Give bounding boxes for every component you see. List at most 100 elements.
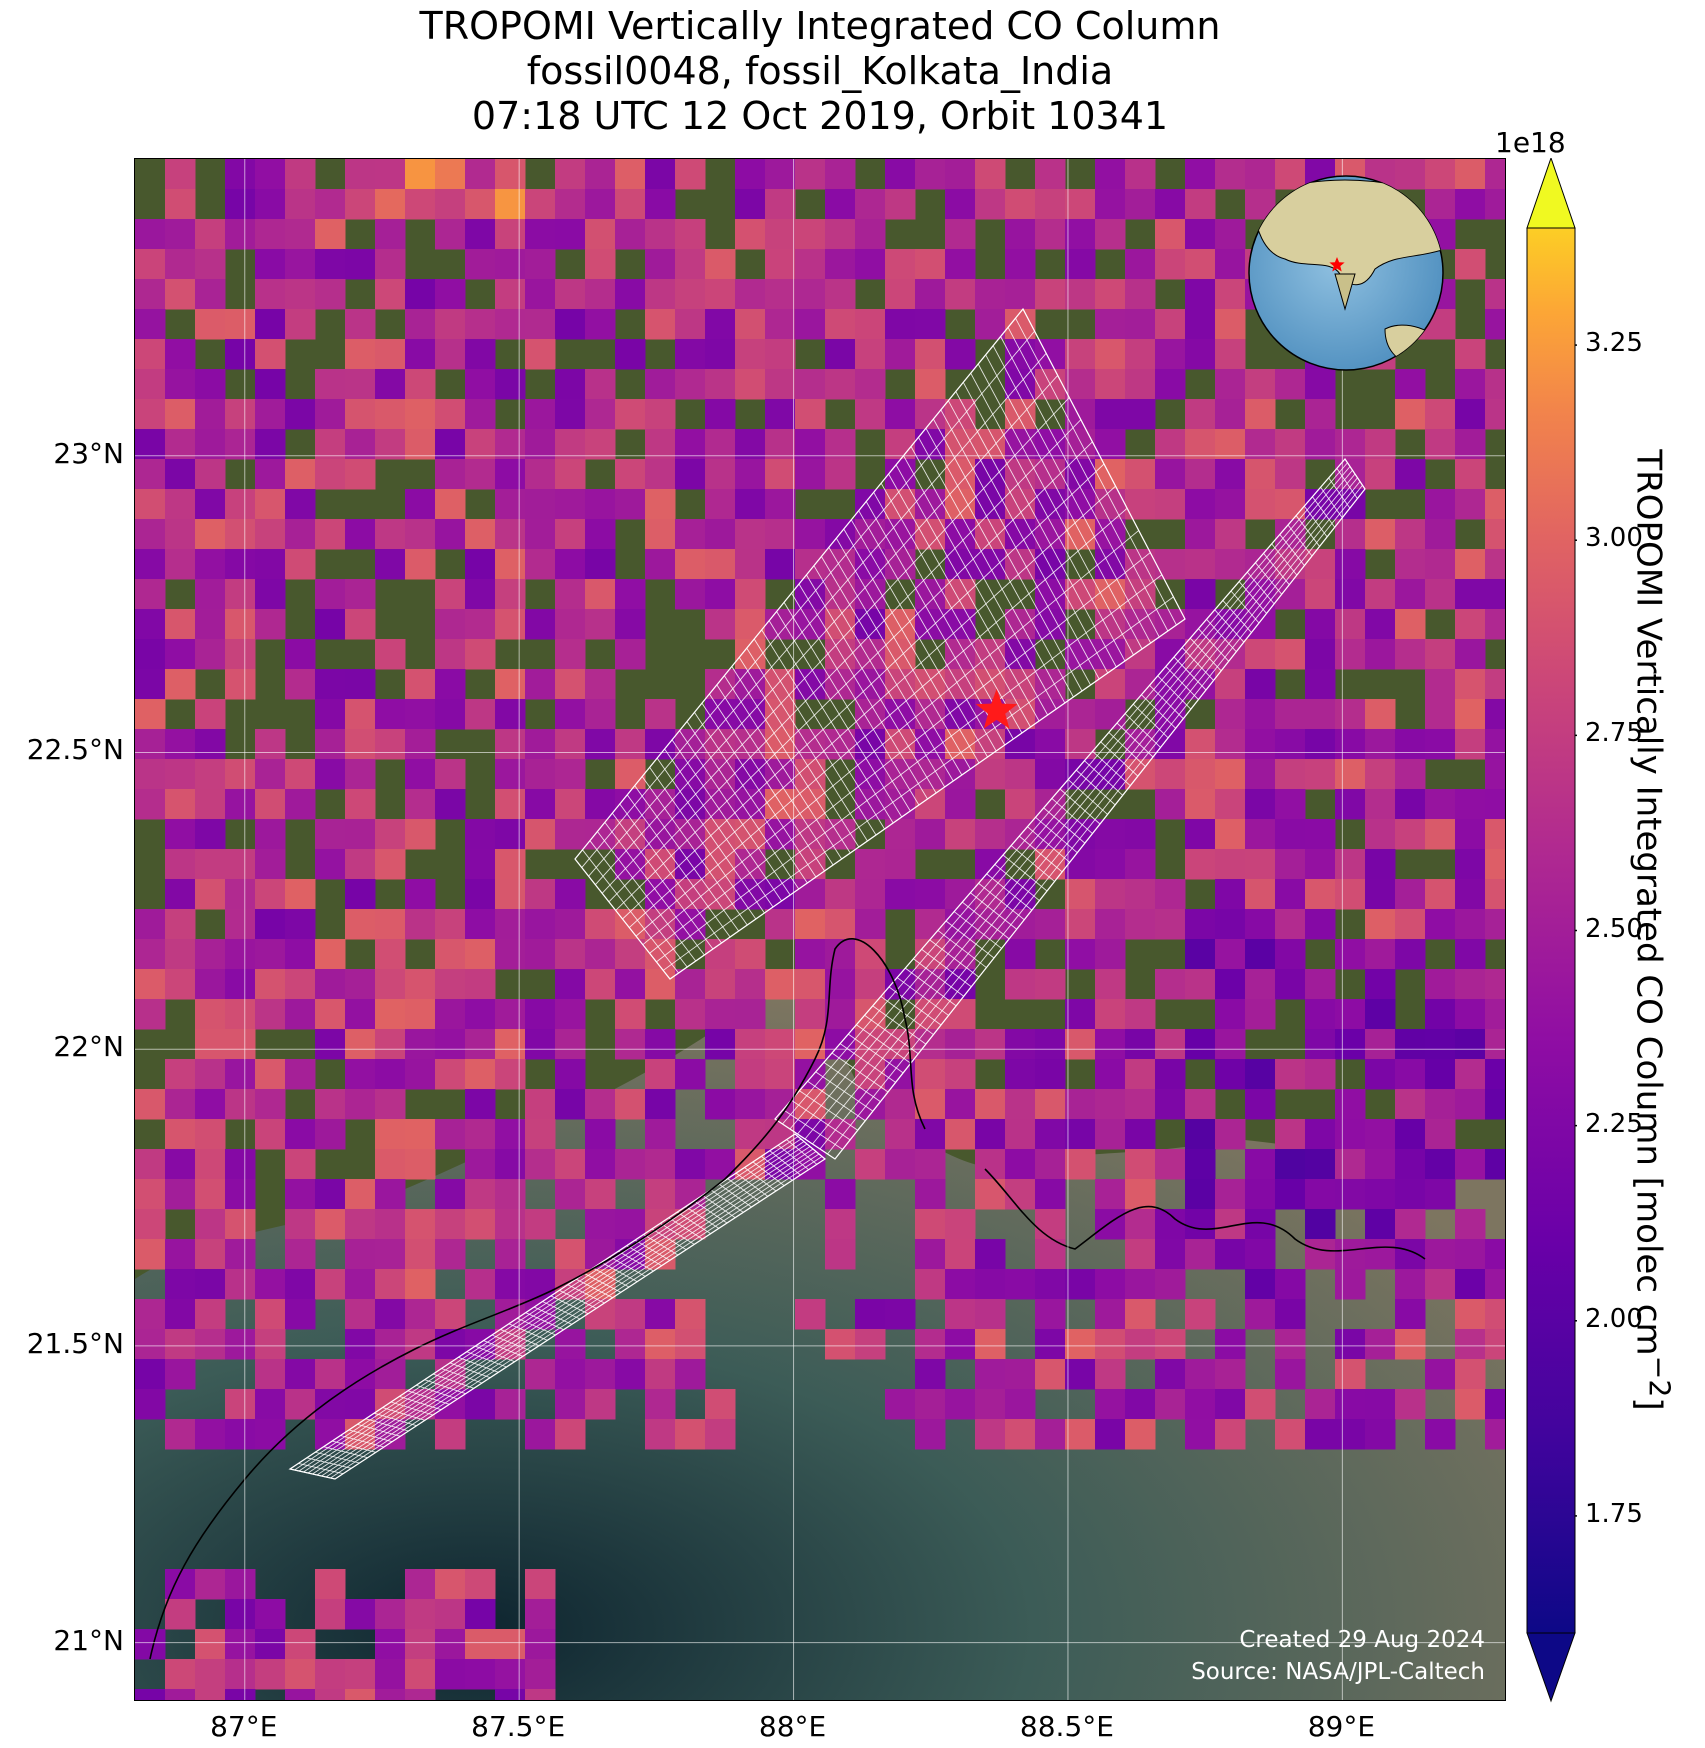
co-pixel [525, 549, 556, 580]
co-pixel [1245, 1179, 1276, 1210]
co-pixel [1275, 459, 1306, 490]
co-pixel [345, 759, 376, 790]
co-pixel [1065, 1029, 1096, 1060]
co-pixel [195, 1239, 226, 1270]
co-pixel [1095, 1389, 1126, 1420]
co-pixel [585, 399, 616, 430]
co-pixel [1455, 999, 1486, 1030]
co-pixel [405, 1209, 436, 1240]
co-pixel [945, 519, 976, 550]
co-pixel [1335, 729, 1366, 760]
co-pixel [1455, 429, 1486, 460]
swath-line [1116, 722, 1154, 758]
co-pixel [555, 1179, 586, 1210]
co-pixel [165, 189, 196, 220]
co-pixel [1395, 819, 1426, 850]
co-pixel [1455, 579, 1486, 610]
co-pixel [1185, 1209, 1216, 1240]
co-pixel [1425, 639, 1456, 670]
co-pixel [1065, 279, 1096, 310]
co-pixel [525, 1149, 556, 1180]
co-pixel [285, 1149, 316, 1180]
swath-line [365, 1418, 409, 1432]
co-pixel [1065, 879, 1096, 910]
swath-line [903, 455, 1049, 716]
co-pixel [1185, 399, 1216, 430]
co-pixel [705, 729, 736, 760]
co-pixel [1125, 249, 1156, 280]
co-pixel [165, 249, 196, 280]
co-pixel [1485, 699, 1505, 730]
co-pixel [1275, 369, 1306, 400]
co-pixel [765, 309, 796, 340]
co-pixel [1215, 159, 1246, 190]
co-pixel [915, 1209, 946, 1240]
co-pixel [1395, 1119, 1426, 1150]
co-pixel [435, 1329, 466, 1360]
co-pixel [1485, 309, 1505, 340]
swath-line [929, 939, 980, 978]
co-pixel [255, 939, 286, 970]
co-pixel [975, 519, 1006, 550]
co-pixel [1485, 1389, 1505, 1420]
co-pixel [1455, 369, 1486, 400]
co-pixel [1365, 1419, 1396, 1450]
swath-line [794, 1133, 826, 1160]
co-pixel [555, 309, 586, 340]
swath-line [525, 1312, 564, 1331]
co-pixel [1005, 609, 1036, 640]
co-pixel [1095, 339, 1126, 370]
co-pixel [525, 1599, 556, 1630]
swath-line [491, 1334, 532, 1352]
co-pixel [1215, 399, 1246, 430]
co-pixel [1485, 1299, 1505, 1330]
swath-line [918, 437, 1066, 704]
co-pixel [135, 579, 166, 610]
co-pixel [225, 669, 256, 700]
co-pixel [1455, 1209, 1486, 1240]
co-pixel [1395, 1059, 1426, 1090]
co-pixel [975, 1089, 1006, 1120]
co-pixel [1245, 429, 1276, 460]
co-pixel [1455, 1029, 1486, 1060]
co-pixel [1215, 1179, 1246, 1210]
co-pixel [525, 1689, 556, 1700]
co-pixel [165, 669, 196, 700]
co-pixel [1095, 489, 1126, 520]
co-pixel [1185, 279, 1216, 310]
co-pixel [945, 759, 976, 790]
co-pixel [915, 399, 946, 430]
co-pixel [945, 939, 976, 970]
co-pixel [555, 429, 586, 460]
co-pixel [975, 1029, 1006, 1060]
co-pixel [855, 579, 886, 610]
co-pixel [135, 1209, 166, 1240]
co-pixel [225, 549, 256, 580]
co-pixel [225, 1179, 256, 1210]
co-pixel [495, 609, 526, 640]
co-pixel [1305, 1239, 1336, 1270]
co-pixel [855, 339, 886, 370]
co-pixel [345, 1059, 376, 1090]
co-pixel [855, 1149, 886, 1180]
co-pixel [585, 1389, 616, 1420]
swath-line [718, 1183, 752, 1208]
co-pixel [1425, 789, 1456, 820]
co-pixel [405, 519, 436, 550]
co-pixel [795, 879, 826, 910]
co-pixel [1485, 1089, 1505, 1120]
co-pixel [435, 1419, 466, 1450]
co-pixel [795, 429, 826, 460]
co-pixel [915, 1419, 946, 1450]
co-pixel [135, 459, 166, 490]
colorbar-tick-label: 2.75 [1585, 718, 1643, 749]
co-pixel [885, 879, 916, 910]
swath-line [1035, 816, 1078, 854]
co-pixel [495, 279, 526, 310]
co-pixel [1275, 789, 1306, 820]
co-pixel [1125, 369, 1156, 400]
co-pixel [555, 879, 586, 910]
co-pixel [765, 1119, 796, 1150]
co-pixel [795, 309, 826, 340]
co-pixel [1005, 1149, 1036, 1180]
